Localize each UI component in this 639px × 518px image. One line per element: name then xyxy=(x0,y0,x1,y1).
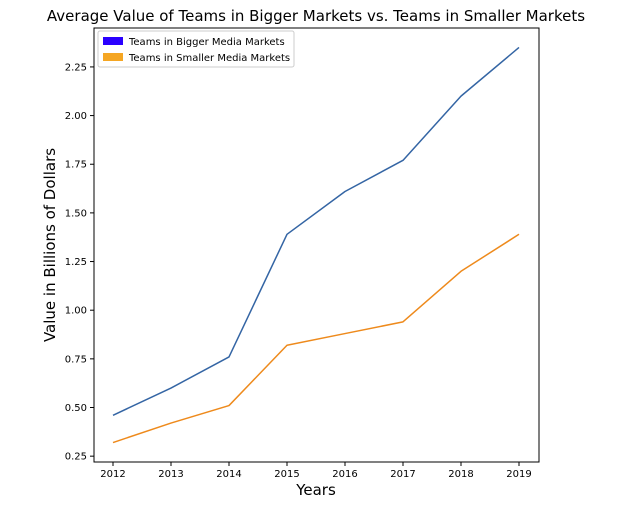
y-tick-label: 2.25 xyxy=(65,62,87,73)
legend-swatch xyxy=(103,53,123,61)
x-tick-label: 2014 xyxy=(216,469,241,480)
x-tick-label: 2016 xyxy=(332,469,357,480)
series-layer xyxy=(112,46,520,444)
y-tick-label: 0.50 xyxy=(65,403,87,414)
legend-swatch xyxy=(103,37,123,45)
x-axis: 2012 2013 2014 2015 2016 2017 2018 2019 xyxy=(100,462,532,480)
legend-box xyxy=(97,30,295,68)
y-tick-label: 1.75 xyxy=(65,160,87,171)
y-tick-label: 1.50 xyxy=(65,208,87,219)
y-tick-label: 2.00 xyxy=(65,111,87,122)
x-tick-label: 2018 xyxy=(448,469,473,480)
x-tick-label: 2013 xyxy=(158,469,183,480)
y-tick-label: 0.75 xyxy=(65,354,87,365)
legend-label: Teams in Bigger Media Markets xyxy=(128,37,285,48)
plot-area-frame xyxy=(93,27,540,463)
y-tick-label: 1.25 xyxy=(65,257,87,268)
y-tick-label: 1.00 xyxy=(65,306,87,317)
y-axis: 0.25 0.50 0.75 1.00 1.25 1.50 1.75 2.00 2.25 xyxy=(65,62,94,463)
series-line-bigger-markets xyxy=(112,46,520,416)
legend-label: Teams in Smaller Media Markets xyxy=(128,53,290,64)
y-tick-label: 0.25 xyxy=(65,452,87,463)
x-axis-title: Years xyxy=(295,481,336,499)
legend: Teams in Bigger Media Markets Teams in Sm… xyxy=(97,30,295,68)
x-tick-label: 2012 xyxy=(100,469,125,480)
x-tick-label: 2017 xyxy=(390,469,415,480)
x-tick-label: 2019 xyxy=(506,469,531,480)
series-line-smaller-markets xyxy=(112,233,520,444)
chart-title: Average Value of Teams in Bigger Markets… xyxy=(47,7,585,25)
y-axis-title: Value in Billions of Dollars xyxy=(41,148,59,342)
x-tick-label: 2015 xyxy=(274,469,299,480)
